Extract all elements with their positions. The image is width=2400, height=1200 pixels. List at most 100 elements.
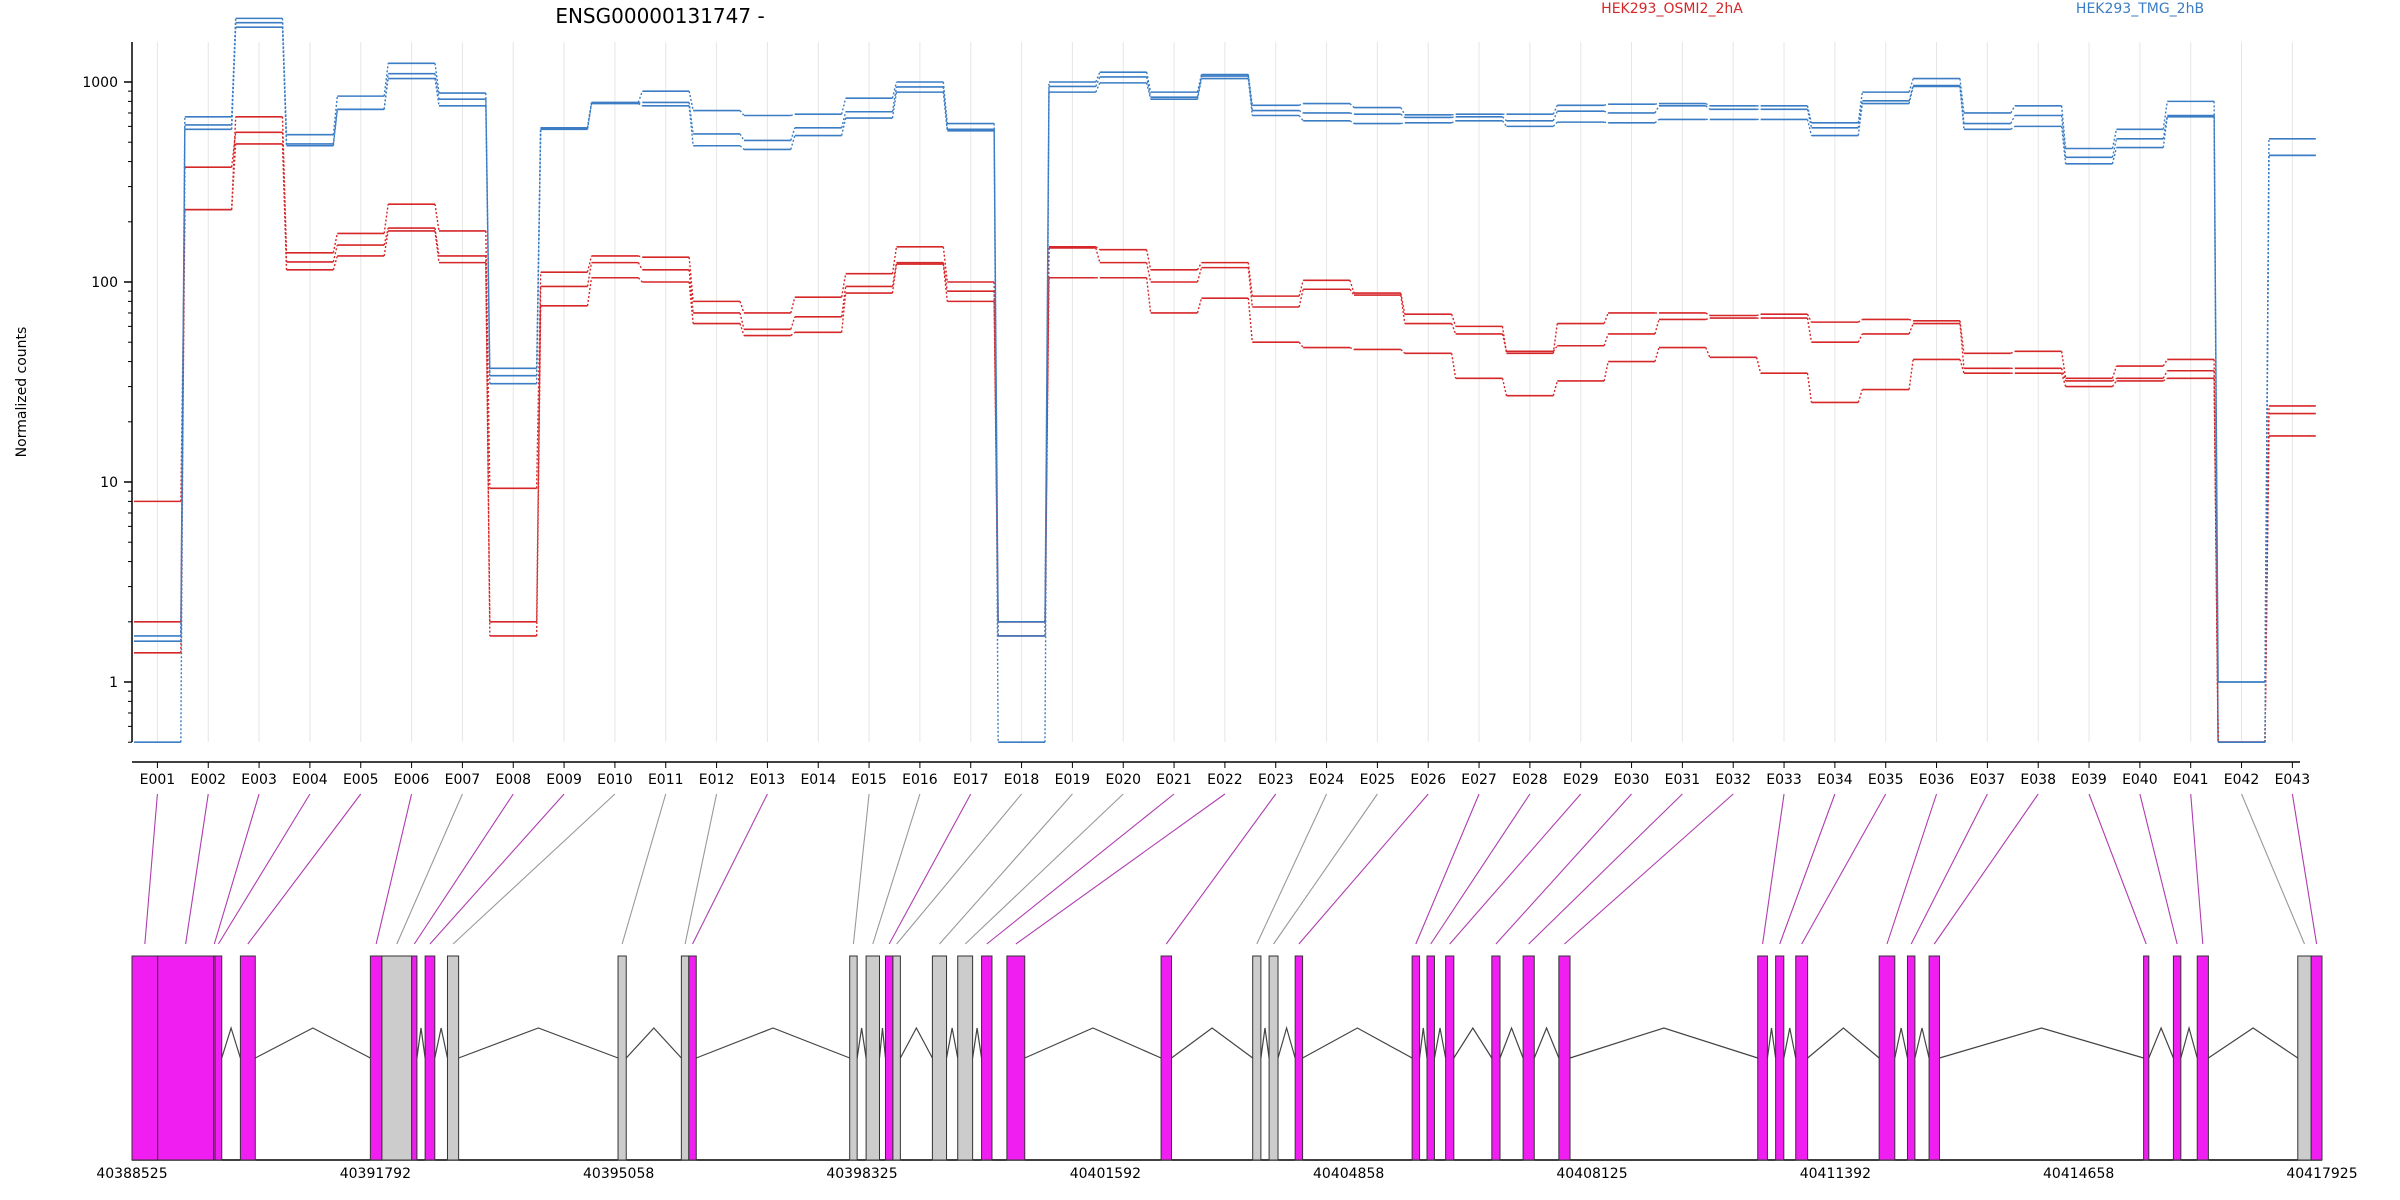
exon-block: [1252, 955, 1262, 1161]
intron-line: [2180, 1025, 2198, 1059]
data-link: [739, 133, 745, 141]
data-link: [1857, 318, 1863, 323]
intron-line: [255, 1027, 371, 1059]
data-link: [230, 22, 237, 125]
data-link: [485, 230, 491, 489]
data-link: [790, 296, 796, 314]
y-tick-label: 1: [109, 675, 118, 691]
data-link: [1654, 102, 1660, 105]
exon-connector: [429, 793, 565, 945]
x-tick-label: E035: [1868, 772, 1904, 788]
intron-line: [899, 1026, 933, 1059]
exon-connector: [2088, 793, 2147, 945]
data-link: [332, 109, 339, 145]
exon-connector: [1933, 793, 2039, 945]
data-link: [739, 145, 745, 150]
data-link: [993, 130, 999, 743]
data-link: [1857, 92, 1863, 123]
intron-line: [1260, 1027, 1270, 1059]
data-link: [1756, 313, 1761, 317]
exon-connector: [1762, 793, 1785, 945]
x-tick-label: E022: [1207, 772, 1243, 788]
exon-block: [957, 955, 974, 1161]
exon-connector: [1449, 793, 1582, 945]
data-link: [434, 204, 440, 232]
data-link: [1959, 359, 1965, 374]
exon-block: [617, 955, 627, 1161]
exon-connector: [217, 793, 311, 945]
exon-connector: [1564, 793, 1734, 945]
exon-connector-lines: [144, 793, 2318, 945]
data-link: [840, 293, 847, 333]
intron-line: [1533, 1026, 1560, 1059]
coordinate-label: 40417925: [2286, 1166, 2357, 1182]
exon-block: [2297, 955, 2312, 1161]
data-link: [485, 255, 491, 622]
data-link: [891, 262, 898, 287]
data-link: [637, 277, 643, 283]
x-tick-label: E011: [648, 772, 684, 788]
exon-connector: [452, 793, 616, 945]
exon-connector: [986, 793, 1175, 945]
exon-block: [849, 955, 858, 1161]
exon-block: [865, 955, 881, 1161]
coordinate-label: 40388525: [96, 1166, 167, 1182]
exon-connector: [1256, 793, 1328, 945]
data-link: [891, 263, 898, 294]
exon-block: [214, 955, 223, 1161]
exon-connector: [144, 793, 158, 945]
x-tick-label: E034: [1817, 772, 1853, 788]
exon-connector: [213, 793, 260, 945]
data-link: [434, 78, 440, 106]
data-link: [638, 255, 643, 258]
data-link: [2162, 116, 2168, 148]
data-link: [739, 301, 745, 314]
intron-line: [945, 1027, 959, 1059]
intron-line: [2208, 1027, 2299, 1059]
data-link: [586, 262, 593, 287]
intron-line: [1499, 1026, 1524, 1059]
exon-connector: [1273, 793, 1378, 945]
coordinate-label: 40398325: [826, 1166, 897, 1182]
x-tick-label: E040: [2122, 772, 2158, 788]
data-link: [790, 113, 796, 117]
data-link: [2111, 129, 2118, 149]
data-link: [840, 286, 847, 317]
x-tick-label: E026: [1410, 772, 1446, 788]
exon-connector: [185, 793, 209, 945]
data-link: [332, 233, 339, 253]
exon-block: [1906, 955, 1916, 1161]
data-link: [1552, 104, 1558, 115]
data-link: [1145, 76, 1152, 98]
data-link: [434, 73, 440, 100]
axes: 1 10 100 1000: [82, 42, 2300, 763]
data-link: [1603, 110, 1609, 114]
x-tick-label: E005: [343, 772, 379, 788]
data-link: [1400, 292, 1406, 315]
data-link: [2162, 359, 2168, 367]
exon-connector: [1430, 793, 1531, 945]
x-tick-label: E025: [1360, 772, 1396, 788]
intron-line: [1807, 1027, 1880, 1059]
x-tick-label: E008: [495, 772, 531, 788]
data-link: [840, 273, 847, 298]
exon-connector: [1910, 793, 1988, 945]
data-link: [2060, 115, 2067, 158]
data-link: [434, 63, 440, 94]
data-link: [1908, 85, 1914, 102]
data-link: [688, 281, 694, 324]
data-link: [2264, 435, 2270, 743]
intron-line: [2148, 1026, 2174, 1059]
data-link: [2111, 380, 2118, 387]
data-link: [2010, 115, 2016, 124]
exon-block: [239, 955, 256, 1161]
data-link: [434, 230, 440, 263]
x-tick-label: E031: [1665, 772, 1701, 788]
data-link: [637, 102, 643, 107]
data-link: [2111, 147, 2118, 164]
x-tick-label: E017: [953, 772, 989, 788]
exon-block: [2196, 955, 2209, 1161]
exon-connector: [1779, 793, 1836, 945]
gene-model: [131, 955, 2323, 1161]
exon-connector: [896, 793, 1022, 945]
